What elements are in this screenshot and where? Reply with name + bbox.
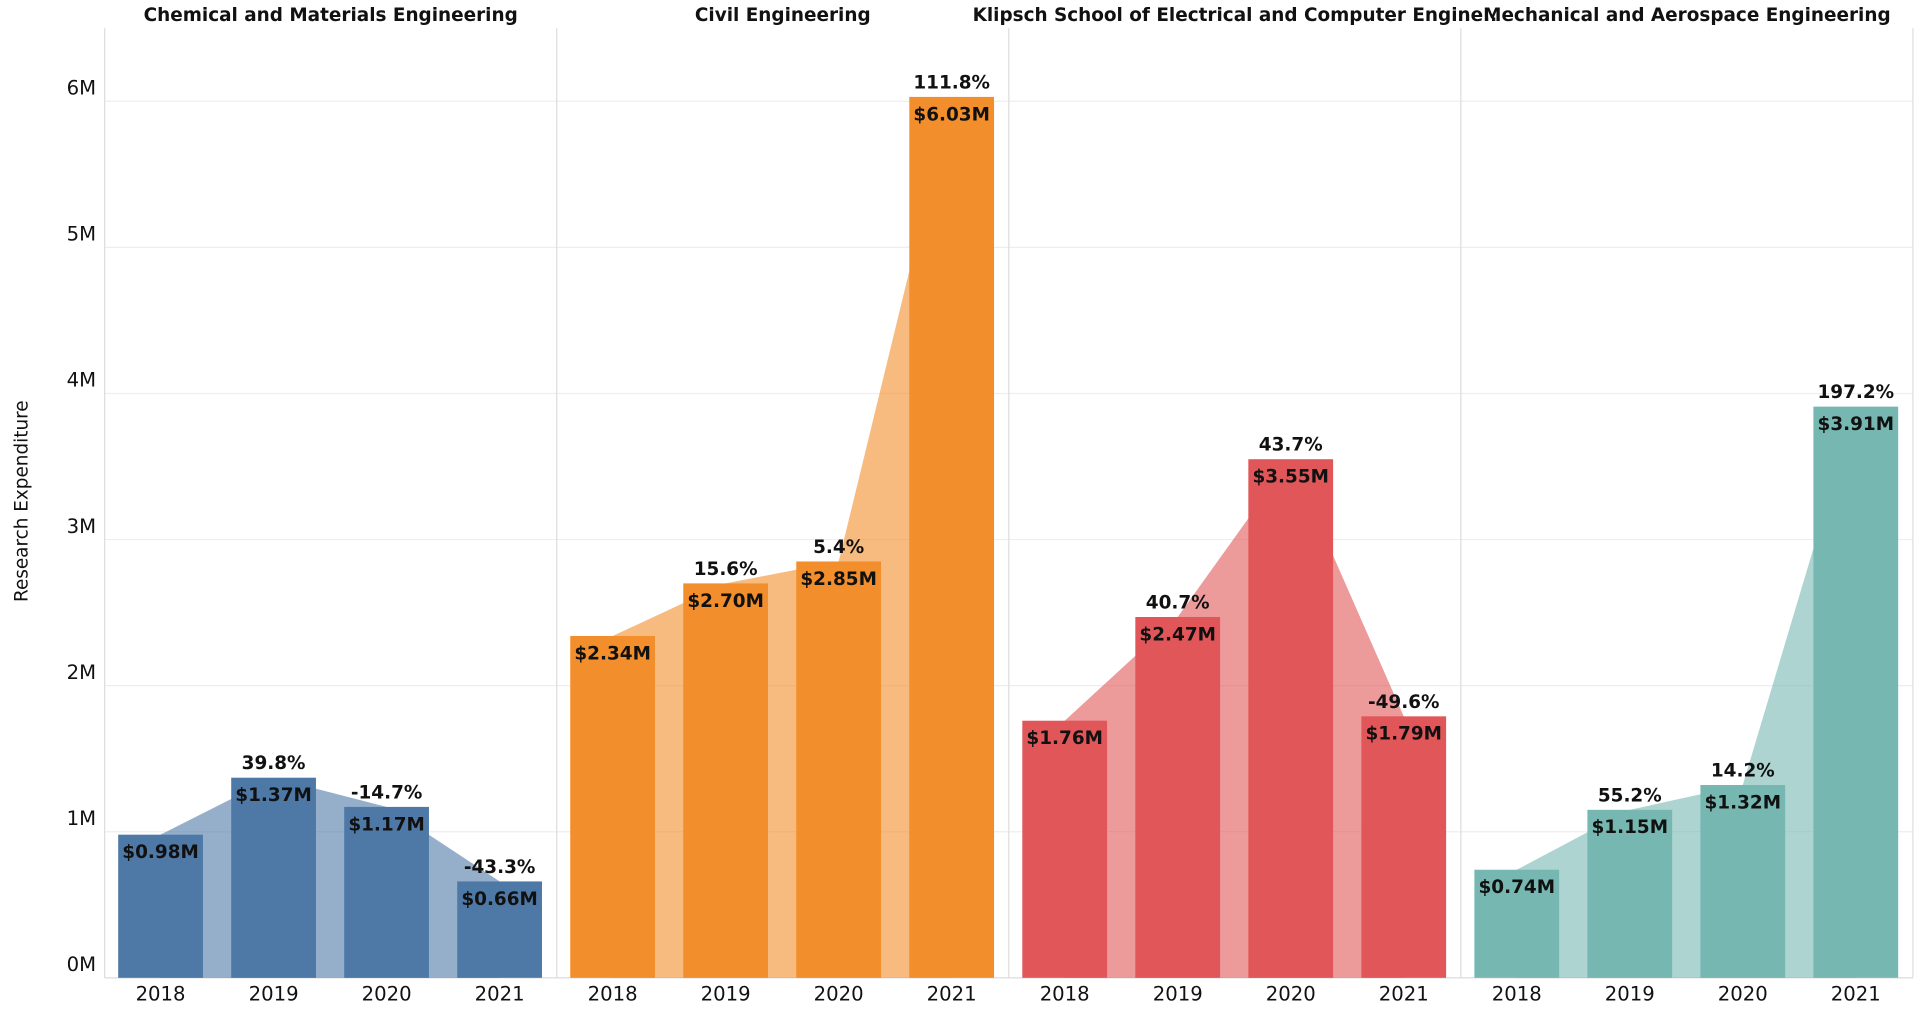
value-label: $0.98M <box>122 842 199 863</box>
value-label: $1.17M <box>348 814 425 835</box>
x-tick-label: 2020 <box>1266 983 1316 1006</box>
panel-title: Mechanical and Aerospace Engineering <box>1483 5 1891 26</box>
value-label: $3.91M <box>1818 414 1895 435</box>
value-label: $2.85M <box>800 569 877 590</box>
y-axis-label: Research Expenditure <box>11 400 32 602</box>
x-tick-label: 2021 <box>1831 983 1881 1006</box>
x-tick-label: 2021 <box>475 983 525 1006</box>
bar <box>1022 720 1108 978</box>
value-label: $2.34M <box>574 643 651 664</box>
value-label: $1.76M <box>1026 728 1103 749</box>
bar <box>1135 616 1221 978</box>
change-label: 40.7% <box>1146 592 1210 613</box>
change-label: 39.8% <box>242 753 306 774</box>
value-label: $0.66M <box>461 889 538 910</box>
change-label: 5.4% <box>813 537 864 558</box>
y-tick-label: 6M <box>67 77 96 100</box>
change-label: 14.2% <box>1711 760 1775 781</box>
x-tick-label: 2021 <box>927 983 977 1006</box>
value-label: $2.70M <box>687 591 764 612</box>
y-tick-label: 5M <box>67 223 96 246</box>
x-tick-label: 2018 <box>588 983 638 1006</box>
y-tick-label: 1M <box>67 807 96 830</box>
panel-title: Chemical and Materials Engineering <box>144 5 518 26</box>
change-label: -49.6% <box>1368 692 1439 713</box>
bar <box>796 561 882 978</box>
bar <box>1474 869 1560 978</box>
trend-area <box>1516 406 1856 978</box>
bar <box>1587 809 1673 978</box>
bar <box>1813 406 1899 978</box>
value-label: $1.37M <box>235 785 312 806</box>
value-label: $1.15M <box>1591 817 1668 838</box>
x-tick-label: 2019 <box>249 983 299 1006</box>
x-tick-label: 2019 <box>1153 983 1203 1006</box>
x-tick-label: 2018 <box>136 983 186 1006</box>
bar <box>118 834 203 978</box>
bar <box>344 806 429 978</box>
trend-area <box>160 777 500 978</box>
x-tick-label: 2018 <box>1040 983 1090 1006</box>
change-label: 43.7% <box>1259 435 1323 456</box>
value-label: $2.47M <box>1139 624 1216 645</box>
x-tick-label: 2021 <box>1379 983 1429 1006</box>
y-tick-label: 0M <box>67 953 96 976</box>
x-tick-label: 2019 <box>1605 983 1655 1006</box>
trend-area <box>1064 459 1404 978</box>
bar <box>457 881 542 978</box>
bar <box>1248 459 1334 978</box>
y-tick-label: 2M <box>67 661 96 684</box>
x-tick-label: 2020 <box>1718 983 1768 1006</box>
bar <box>909 96 995 978</box>
value-label: $1.79M <box>1365 724 1442 745</box>
change-label: 197.2% <box>1817 382 1894 403</box>
bar <box>683 583 769 978</box>
change-label: 15.6% <box>694 559 758 580</box>
change-label: 55.2% <box>1598 785 1662 806</box>
y-tick-label: 3M <box>67 515 96 538</box>
panel-title: Klipsch School of Electrical and Compute… <box>973 5 1498 26</box>
bar <box>1361 716 1447 978</box>
change-label: -14.7% <box>351 782 423 803</box>
value-label: $3.55M <box>1252 467 1329 488</box>
bar <box>570 635 656 978</box>
x-tick-label: 2018 <box>1492 983 1542 1006</box>
y-tick-label: 4M <box>67 369 96 392</box>
x-tick-label: 2019 <box>701 983 751 1006</box>
panel-title: Civil Engineering <box>695 5 871 26</box>
x-tick-label: 2020 <box>814 983 864 1006</box>
change-label: -43.3% <box>464 857 536 878</box>
x-tick-label: 2020 <box>362 983 412 1006</box>
value-label: $1.32M <box>1705 792 1782 813</box>
bar <box>1700 784 1786 978</box>
trend-area <box>612 96 952 978</box>
change-label: 111.8% <box>913 72 990 93</box>
value-label: $6.03M <box>913 104 990 125</box>
bar <box>231 777 316 978</box>
value-label: $0.74M <box>1478 877 1555 898</box>
